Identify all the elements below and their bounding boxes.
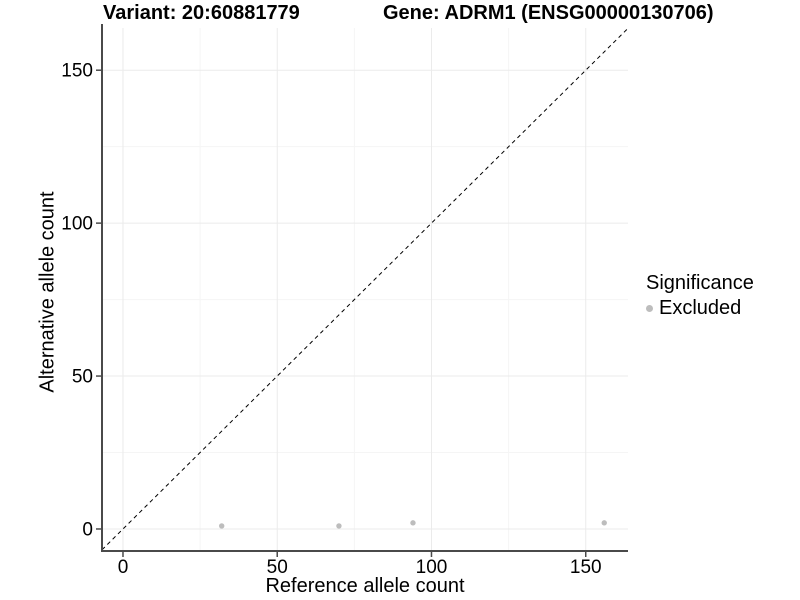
plot-title-variant: Variant: 20:60881779 bbox=[103, 2, 300, 24]
x-tick-label: 0 bbox=[118, 557, 129, 578]
data-point bbox=[601, 520, 607, 526]
data-point bbox=[218, 523, 225, 529]
legend-title: Significance bbox=[646, 272, 754, 294]
x-axis-title: Reference allele count bbox=[265, 575, 465, 597]
data-point bbox=[336, 523, 342, 529]
legend-point-icon bbox=[646, 305, 653, 312]
y-tick-label: 150 bbox=[61, 61, 93, 82]
y-tick-label: 50 bbox=[72, 367, 93, 388]
legend: Significance Excluded bbox=[646, 272, 754, 320]
x-tick-label: 100 bbox=[416, 557, 448, 578]
legend-entry: Excluded bbox=[646, 297, 754, 320]
identity-line bbox=[101, 27, 629, 551]
legend-entry-label: Excluded bbox=[659, 297, 742, 319]
y-tick-label: 0 bbox=[82, 519, 93, 540]
data-point bbox=[410, 520, 416, 526]
plot-title-gene: Gene: ADRM1 (ENSG00000130706) bbox=[383, 2, 714, 24]
legend-entries: Excluded bbox=[646, 297, 754, 320]
x-tick-label: 150 bbox=[570, 557, 602, 578]
y-axis-title: Alternative allele count bbox=[36, 191, 59, 393]
x-tick-label: 50 bbox=[267, 557, 288, 578]
y-tick-label: 100 bbox=[61, 214, 93, 235]
